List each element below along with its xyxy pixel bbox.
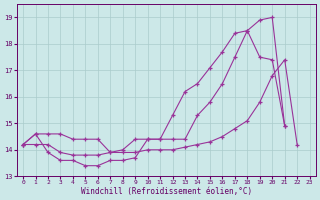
X-axis label: Windchill (Refroidissement éolien,°C): Windchill (Refroidissement éolien,°C) — [81, 187, 252, 196]
